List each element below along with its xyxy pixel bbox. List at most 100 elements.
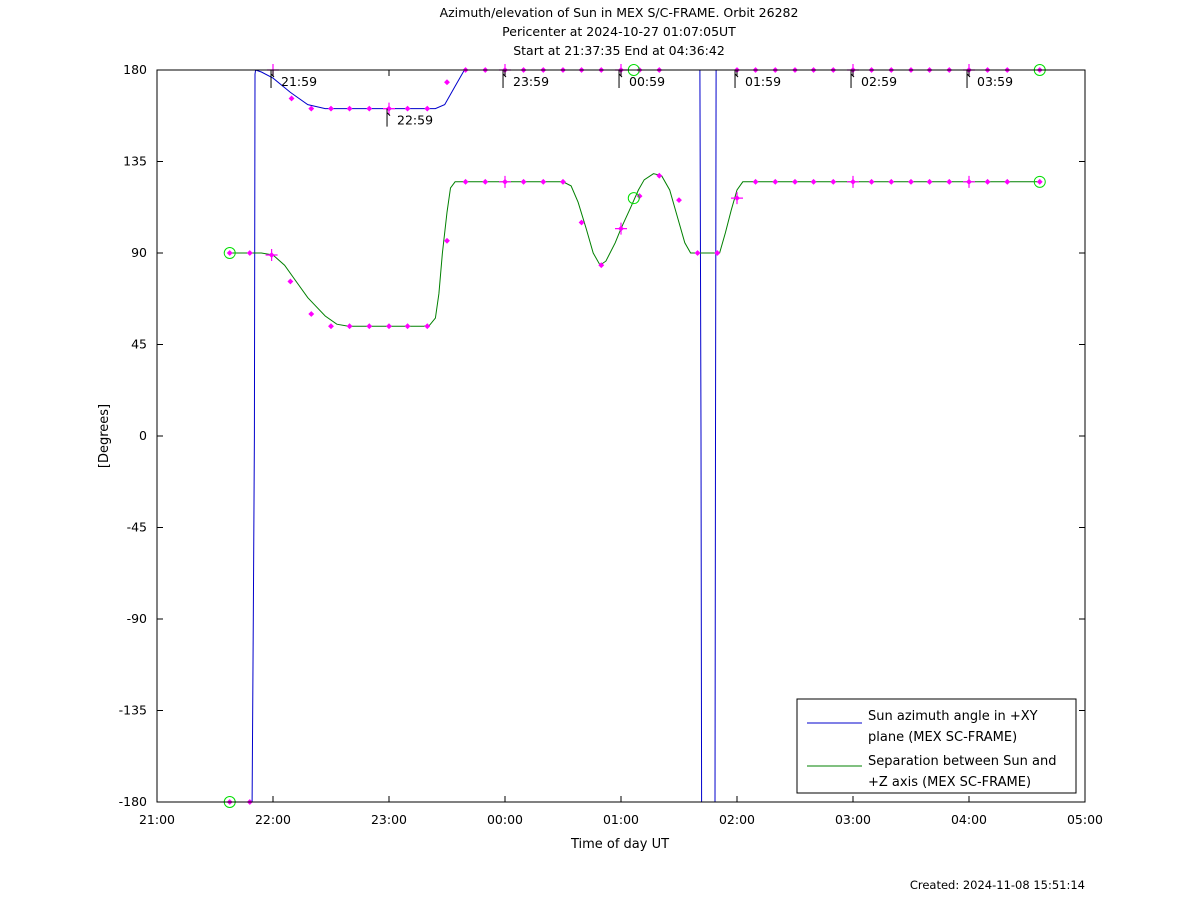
data-marker-3 xyxy=(246,250,253,256)
legend-box xyxy=(796,698,1077,794)
data-marker-8 xyxy=(346,323,353,330)
hour-annotation-mark-1 xyxy=(386,108,391,127)
data-marker-24 xyxy=(656,172,663,179)
y-tick-label-3: 45 xyxy=(131,337,147,352)
data-marker-35 xyxy=(868,178,875,185)
series-line-0 xyxy=(229,70,1040,803)
y-tick-label-2: 90 xyxy=(131,245,147,260)
data-marker-42 xyxy=(1004,178,1011,185)
x-tick-label-8: 05:00 xyxy=(1067,812,1103,827)
x-tick-label-4: 01:00 xyxy=(603,812,639,827)
created-timestamp: Created: 2024-11-08 15:51:14 xyxy=(910,878,1085,892)
hour-annotation-label-5: 02:59 xyxy=(861,74,897,89)
series-line-1 xyxy=(229,173,1040,327)
y-axis-label: [Degrees] xyxy=(97,404,112,468)
x-tick-label-6: 03:00 xyxy=(835,812,871,827)
data-marker-18 xyxy=(540,178,547,185)
data-marker-32 xyxy=(810,178,817,185)
x-tick-label-3: 00:00 xyxy=(487,812,523,827)
chart-title: Azimuth/elevation of Sun in MEX S/C-FRAM… xyxy=(440,5,799,58)
data-marker-38 xyxy=(926,178,933,185)
circle-marker-1 xyxy=(223,247,236,259)
y-tick-label-0: 180 xyxy=(123,62,147,77)
data-marker-7 xyxy=(328,323,334,330)
data-marker-2 xyxy=(226,250,233,256)
circle-marker-5 xyxy=(1033,175,1046,188)
hour-annotation-label-0: 21:59 xyxy=(281,74,317,89)
y-tick-label-8: -180 xyxy=(119,794,147,809)
hour-annotation-label-6: 03:59 xyxy=(977,74,1013,89)
data-marker-6 xyxy=(308,311,315,317)
cross-marker-2 xyxy=(615,222,627,235)
data-marker-5 xyxy=(287,278,294,285)
data-marker-47 xyxy=(346,105,353,112)
hour-annotation-label-2: 23:59 xyxy=(513,74,549,89)
hour-annotations: 21:59 22:59 23:59 00:59 01:59 02:59 03:59 xyxy=(270,70,1013,128)
data-marker-9 xyxy=(366,323,373,330)
hour-annotation-label-4: 01:59 xyxy=(745,74,781,89)
data-marker-30 xyxy=(772,178,779,185)
legend-label-azimuth-line-1: Sun azimuth angle in +XY xyxy=(868,709,1038,724)
data-marker-37 xyxy=(908,178,914,185)
y-tick-label-4: 0 xyxy=(139,428,147,443)
data-marker-25 xyxy=(676,197,682,204)
data-marker-48 xyxy=(366,105,373,112)
data-marker-33 xyxy=(830,178,837,185)
x-tick-label-5: 02:00 xyxy=(719,812,755,827)
data-marker-14 xyxy=(462,178,469,185)
data-marker-13 xyxy=(444,237,450,244)
cross-marker-0 xyxy=(265,249,278,262)
chart-title-line-3: Start at 21:37:35 End at 04:36:42 xyxy=(513,43,725,58)
x-tick-label-7: 04:00 xyxy=(951,812,987,827)
y-tick-label-5: -45 xyxy=(127,520,147,535)
data-marker-41 xyxy=(984,178,991,185)
cross-marker-1 xyxy=(383,102,395,115)
cross-marker-9 xyxy=(499,175,511,188)
data-marker-21 xyxy=(598,262,605,269)
plot-frame xyxy=(156,69,1086,803)
cross-marker-3 xyxy=(731,192,743,205)
data-marker-45 xyxy=(308,105,315,112)
data-marker-19 xyxy=(560,178,566,185)
data-marker-27 xyxy=(714,250,721,256)
chart-title-line-1: Azimuth/elevation of Sun in MEX S/C-FRAM… xyxy=(440,5,799,20)
data-marker-46 xyxy=(328,105,334,112)
y-tick-label-6: -90 xyxy=(127,611,147,626)
y-tick-label-1: 135 xyxy=(123,154,147,169)
data-marker-50 xyxy=(404,105,411,112)
data-marker-51 xyxy=(424,105,431,112)
x-tick-label-0: 21:00 xyxy=(139,812,175,827)
y-tick-label-7: -135 xyxy=(119,703,147,718)
cross-marker-11 xyxy=(963,175,975,188)
data-marker-39 xyxy=(946,178,953,185)
data-marker-15 xyxy=(482,178,489,185)
data-marker-43 xyxy=(1036,178,1043,185)
chart-title-line-2: Pericenter at 2024-10-27 01:07:05UT xyxy=(502,24,736,39)
data-marker-36 xyxy=(888,178,895,185)
data-marker-10 xyxy=(386,323,392,330)
data-marker-52 xyxy=(444,79,450,86)
data-marker-44 xyxy=(288,95,295,102)
series-layer xyxy=(229,70,1040,803)
data-marker-26 xyxy=(694,250,701,256)
x-axis-label: Time of day UT xyxy=(570,837,669,852)
hour-annotation-label-1: 22:59 xyxy=(397,113,433,128)
data-marker-29 xyxy=(752,178,759,185)
circle-marker-2 xyxy=(627,192,640,205)
hour-annotation-label-3: 00:59 xyxy=(629,74,665,89)
legend-label-azimuth-line-2: plane (MEX SC-FRAME) xyxy=(868,730,1017,745)
data-marker-11 xyxy=(404,323,411,330)
marker-layer xyxy=(223,64,1046,808)
x-tick-label-1: 22:00 xyxy=(255,812,291,827)
cross-marker-10 xyxy=(847,175,859,188)
legend-label-separation-line-1: Separation between Sun and xyxy=(868,754,1056,769)
legend-label-separation-line-2: +Z axis (MEX SC-FRAME) xyxy=(868,775,1031,790)
data-marker-12 xyxy=(424,323,431,330)
data-marker-31 xyxy=(792,178,798,185)
legend: Sun azimuth angle in +XY plane (MEX SC-F… xyxy=(796,698,1077,794)
axis-ticks: 21:00 22:00 23:00 00:00 01:00 02:00 03:00 04:00… xyxy=(119,62,1103,827)
data-marker-20 xyxy=(578,219,585,226)
x-tick-label-2: 23:00 xyxy=(371,812,407,827)
data-marker-17 xyxy=(520,178,527,185)
